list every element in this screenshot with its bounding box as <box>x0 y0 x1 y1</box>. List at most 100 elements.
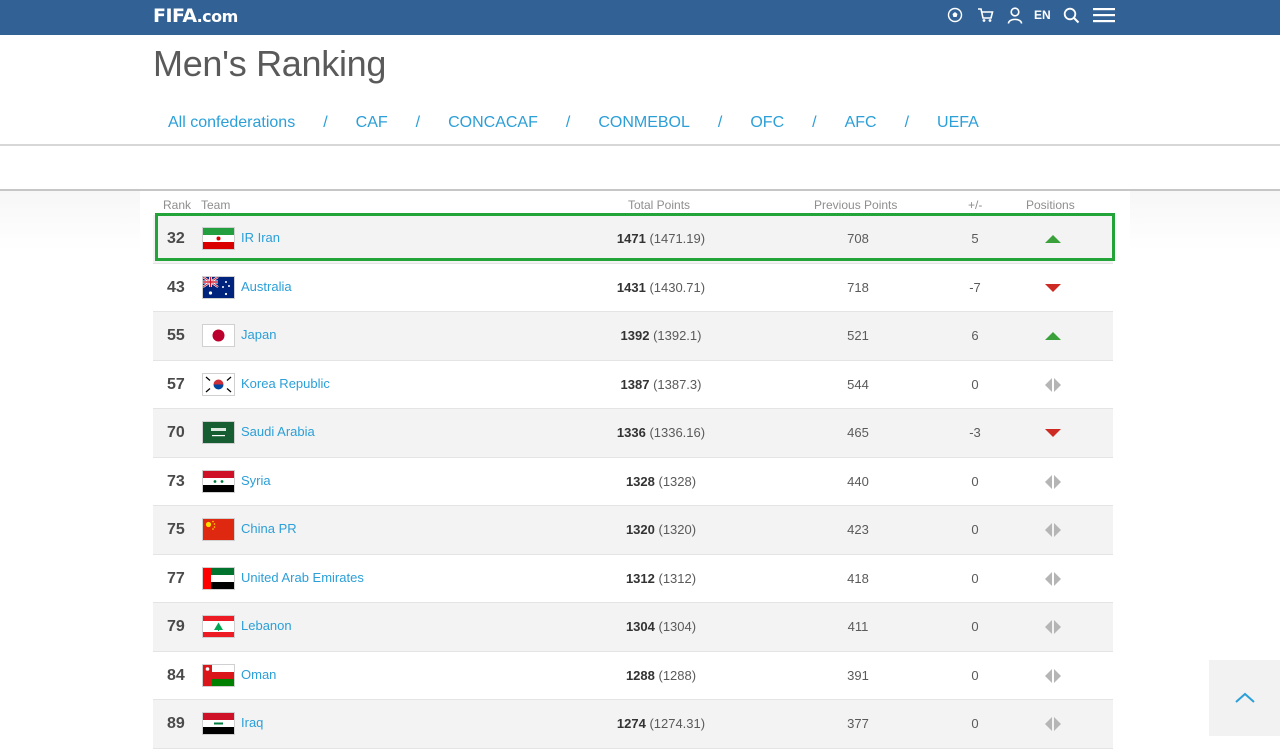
team-link[interactable]: Iraq <box>241 715 264 730</box>
total-points: 1312 (1312) <box>625 570 697 586</box>
japan-flag-icon <box>202 324 235 347</box>
trend-same-icon <box>1043 668 1063 683</box>
trend-down-icon <box>1043 281 1063 295</box>
team-link[interactable]: United Arab Emirates <box>241 569 364 585</box>
col-team[interactable]: Team <box>201 198 231 212</box>
tab-all-confederations[interactable]: All confederations <box>168 114 296 131</box>
table-header: Rank Team Total Points Previous Points +… <box>153 198 1113 212</box>
tab-separator: / <box>904 114 910 131</box>
total-points: 1336 (1336.16) <box>616 425 706 440</box>
tab-separator: / <box>323 114 328 131</box>
football-icon[interactable] <box>944 4 966 26</box>
iran-flag-icon <box>202 227 235 250</box>
table-row[interactable]: 70 Saudi Arabia 1336 (1336.16) 465 -3 <box>153 409 1113 458</box>
points-diff: 0 <box>971 667 979 683</box>
logo-suffix: .com <box>196 7 239 26</box>
iraq-flag-icon <box>202 712 235 735</box>
total-points: 1392 (1392.1) <box>620 328 702 343</box>
user-icon[interactable] <box>1004 4 1026 26</box>
table-row[interactable]: 73 Syria 1328 (1328) 440 0 <box>153 457 1113 506</box>
table-row[interactable]: 55 Japan 1392 (1392.1) 521 6 <box>153 312 1113 361</box>
points-diff: 0 <box>971 522 979 537</box>
table-row[interactable]: 43 Australia 1431 (1430.71) 718 -7 <box>153 263 1113 312</box>
col-diff[interactable]: +/- <box>968 198 983 212</box>
rank-value: 55 <box>167 327 185 344</box>
col-positions[interactable]: Positions <box>1026 198 1075 212</box>
rank-value: 84 <box>167 666 185 684</box>
table-row[interactable]: 77 United Arab Emirates 1312 (1312) 418 … <box>153 554 1113 603</box>
previous-points: 708 <box>847 231 869 246</box>
rank-value: 70 <box>167 424 185 441</box>
oman-flag-icon <box>202 663 235 687</box>
table-row[interactable]: 57 Korea Republic 1387 (1387.3) 544 0 <box>153 360 1113 409</box>
trend-same-icon <box>1043 571 1063 586</box>
header-icons: EN <box>944 4 1125 26</box>
trend-same-icon <box>1043 717 1063 731</box>
tabs-divider <box>0 144 1280 146</box>
korea-flag-icon <box>202 372 235 396</box>
points-diff: 6 <box>971 328 979 343</box>
total-points: 1320 (1320) <box>625 522 697 537</box>
tab-ofc[interactable]: OFC <box>750 114 785 131</box>
confederation-tabs: All confederations / CAF / CONCACAF / CO… <box>160 112 987 146</box>
tab-concacaf[interactable]: CONCACAF <box>448 114 538 131</box>
section-divider <box>0 189 1280 191</box>
team-link[interactable]: Oman <box>241 666 277 682</box>
previous-points: 544 <box>847 376 869 392</box>
saudi-arabia-flag-icon <box>202 421 235 444</box>
rank-value: 57 <box>167 375 185 393</box>
table-row[interactable]: 84 Oman 1288 (1288) 391 0 <box>153 651 1113 700</box>
rank-value: 32 <box>167 230 185 247</box>
col-previous-points[interactable]: Previous Points <box>814 198 898 212</box>
search-icon[interactable] <box>1061 4 1083 26</box>
lebanon-flag-icon <box>202 615 235 638</box>
menu-icon[interactable] <box>1091 4 1117 26</box>
chevron-up-icon <box>1234 692 1255 703</box>
team-link[interactable]: Australia <box>241 278 292 294</box>
total-points: 1387 (1387.3) <box>620 376 702 392</box>
trend-same-icon <box>1043 474 1063 489</box>
ranking-table: 32 IR Iran 1471 (1471.19) 708 5 43 Austr… <box>153 215 1113 749</box>
language-selector[interactable]: EN <box>1034 8 1051 22</box>
trend-same-icon <box>1043 620 1063 634</box>
total-points: 1274 (1274.31) <box>616 716 706 731</box>
tab-afc[interactable]: AFC <box>836 112 885 146</box>
total-points: 1431 (1430.71) <box>616 279 706 295</box>
previous-points: 411 <box>847 619 869 634</box>
team-link[interactable]: Saudi Arabia <box>241 424 315 439</box>
table-row[interactable]: 89 Iraq 1274 (1274.31) 377 0 <box>153 700 1113 749</box>
table-row[interactable]: 75 China PR 1320 (1320) 423 0 <box>153 506 1113 555</box>
tab-conmebol[interactable]: CONMEBOL <box>598 114 690 131</box>
top-bar: FIFA.com EN <box>0 0 1280 35</box>
team-link[interactable]: IR Iran <box>241 230 281 245</box>
tab-separator: / <box>812 114 817 131</box>
fifa-logo[interactable]: FIFA.com <box>153 5 238 28</box>
points-diff: 0 <box>971 376 979 392</box>
rank-value: 77 <box>167 569 185 587</box>
tab-uefa[interactable]: UEFA <box>937 114 979 131</box>
points-diff: -7 <box>969 279 981 295</box>
col-total-points[interactable]: Total Points <box>628 198 691 212</box>
points-diff: 0 <box>971 619 979 634</box>
total-points: 1328 (1328) <box>625 473 697 489</box>
table-row[interactable]: 32 IR Iran 1471 (1471.19) 708 5 <box>153 215 1113 264</box>
team-link[interactable]: Korea Republic <box>241 375 330 391</box>
page-title: Men's Ranking <box>153 43 387 84</box>
team-link[interactable]: China PR <box>241 521 297 536</box>
points-diff: 0 <box>971 473 979 489</box>
previous-points: 418 <box>847 570 869 586</box>
previous-points: 391 <box>847 667 869 683</box>
col-rank[interactable]: Rank <box>163 198 192 212</box>
table-row[interactable]: 79 Lebanon 1304 (1304) 411 0 <box>153 603 1113 652</box>
team-link[interactable]: Lebanon <box>241 618 292 633</box>
rank-value: 79 <box>167 618 185 635</box>
previous-points: 377 <box>847 716 869 731</box>
scroll-to-top-button[interactable] <box>1209 660 1280 736</box>
team-link[interactable]: Syria <box>241 472 271 488</box>
cart-icon[interactable] <box>974 4 996 26</box>
team-link[interactable]: Japan <box>241 327 277 342</box>
australia-flag-icon <box>202 275 235 299</box>
total-points: 1288 (1288) <box>625 667 697 683</box>
points-diff: 0 <box>971 716 979 731</box>
tab-caf[interactable]: CAF <box>355 114 388 131</box>
